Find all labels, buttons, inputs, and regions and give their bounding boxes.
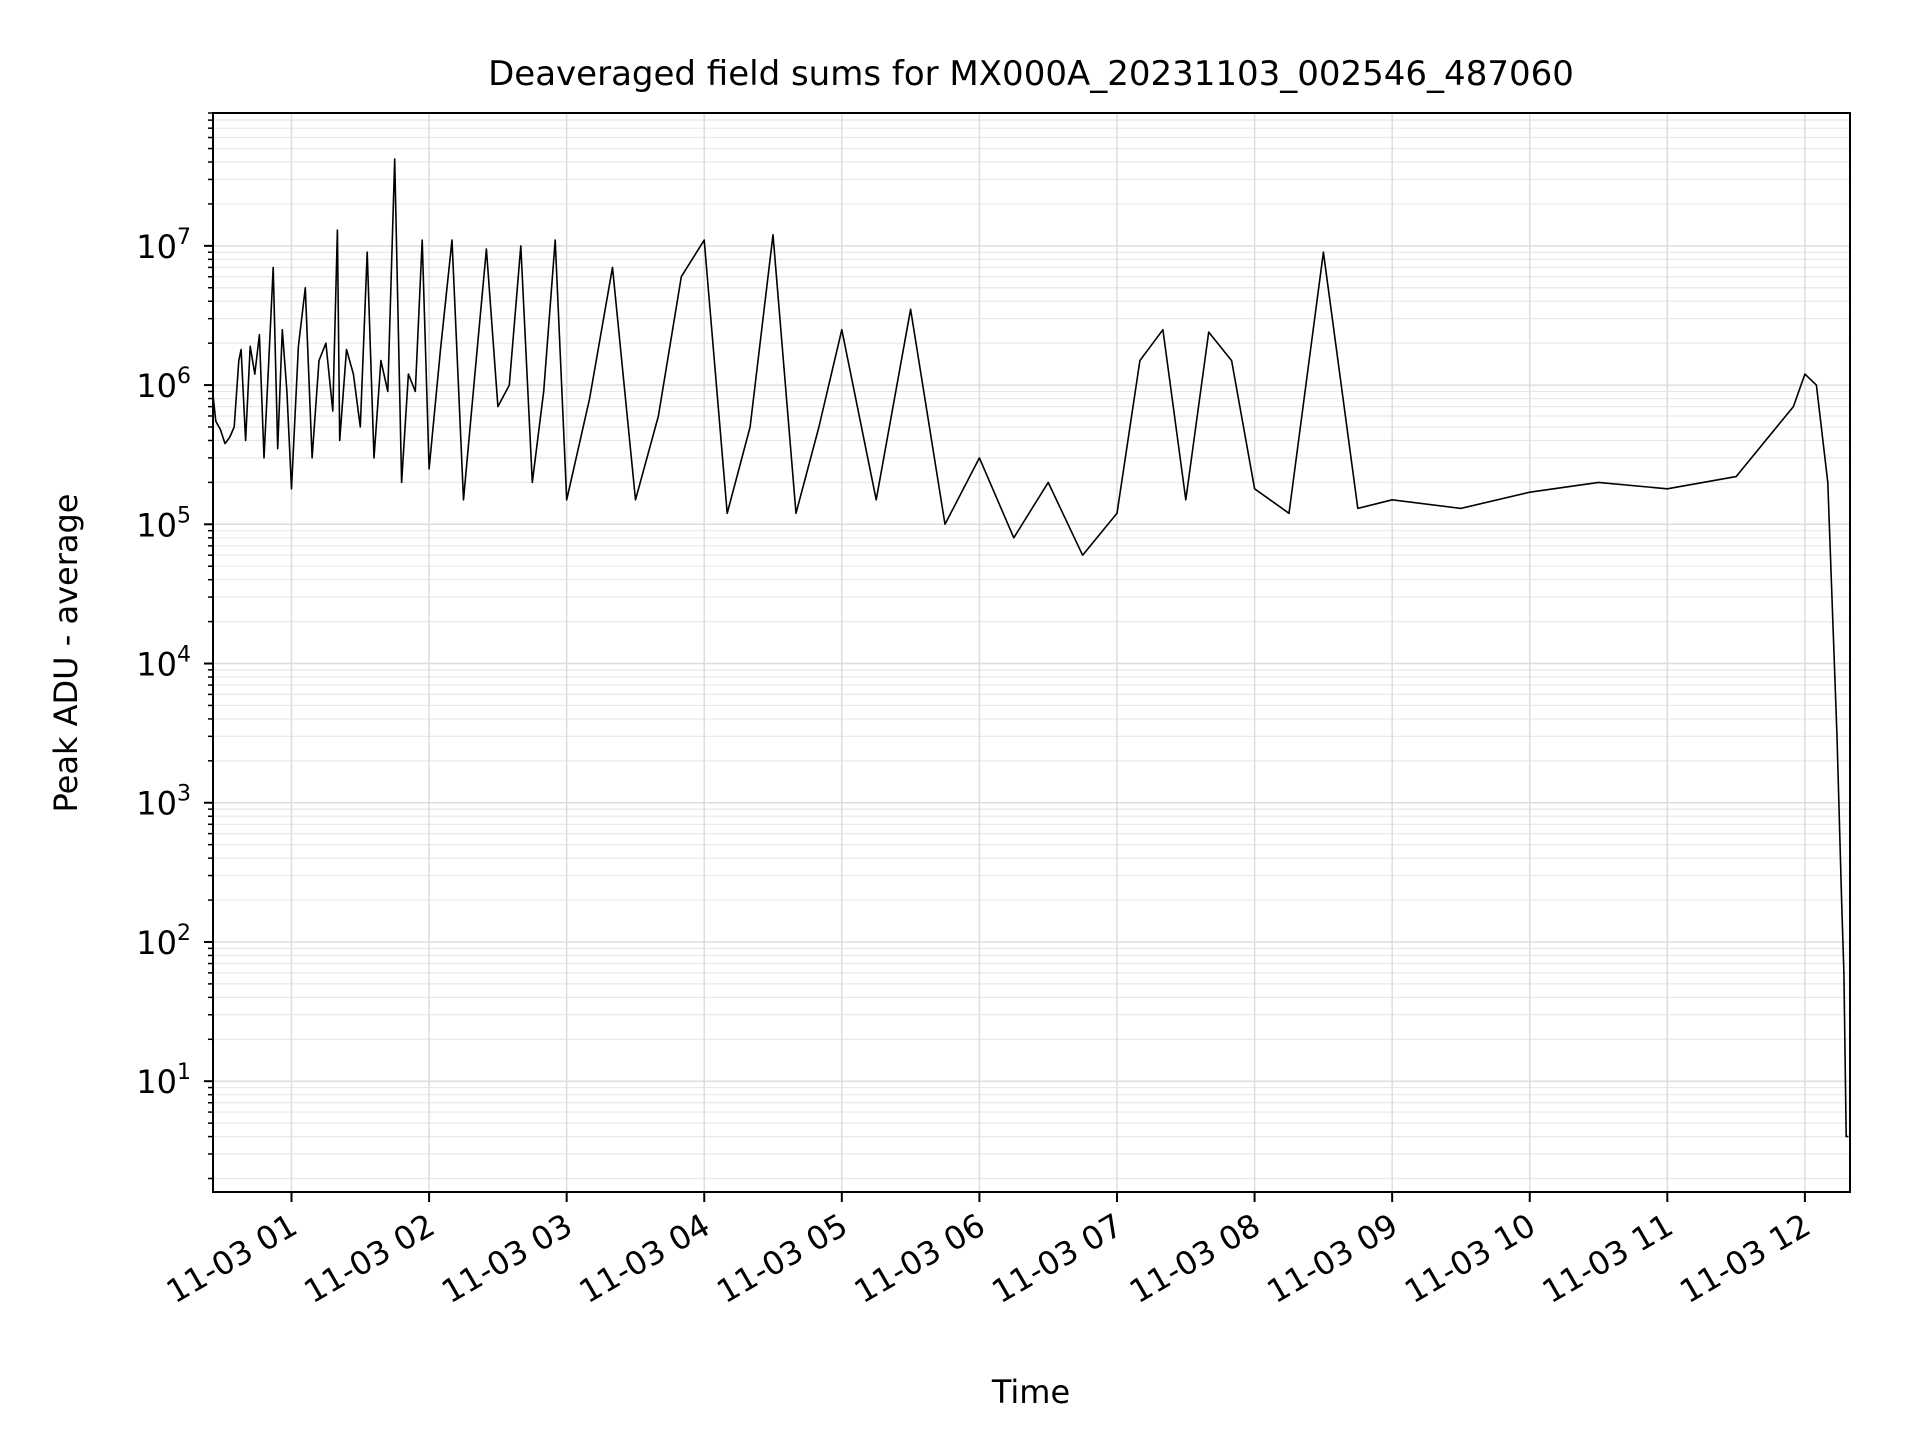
y-tick-exponent: 3 — [177, 782, 191, 807]
y-tick-exponent: 6 — [177, 364, 191, 389]
y-tick-label: 105 — [136, 503, 191, 544]
plot-frame — [212, 112, 1851, 1193]
y-tick-exponent: 1 — [177, 1060, 191, 1085]
y-tick-label: 103 — [136, 782, 191, 823]
y-axis-label: Peak ADU - average — [47, 494, 85, 813]
y-tick-label: 101 — [136, 1060, 191, 1101]
y-tick-label: 104 — [136, 643, 191, 684]
series-layer — [212, 158, 1849, 1138]
y-tick-exponent: 4 — [177, 643, 191, 668]
y-tick-label: 102 — [136, 921, 191, 962]
y-tick-base: 10 — [136, 1063, 177, 1101]
y-tick-base: 10 — [136, 924, 177, 962]
y-tick-base: 10 — [136, 367, 177, 405]
y-tick-base: 10 — [136, 228, 177, 266]
grid-lines — [213, 112, 1850, 1192]
y-tick-base: 10 — [136, 506, 177, 544]
y-tick-exponent: 2 — [177, 921, 191, 946]
y-tick-exponent: 5 — [177, 503, 191, 528]
y-tick-base: 10 — [136, 646, 177, 684]
y-tick-exponent: 7 — [177, 225, 191, 250]
y-tick-label: 107 — [136, 225, 191, 266]
y-tick-label: 106 — [136, 364, 191, 405]
series-line — [212, 158, 1849, 1138]
chart-title: Deaveraged field sums for MX000A_2023110… — [488, 54, 1574, 94]
y-tick-base: 10 — [136, 785, 177, 823]
x-axis-label: Time — [991, 1373, 1070, 1411]
